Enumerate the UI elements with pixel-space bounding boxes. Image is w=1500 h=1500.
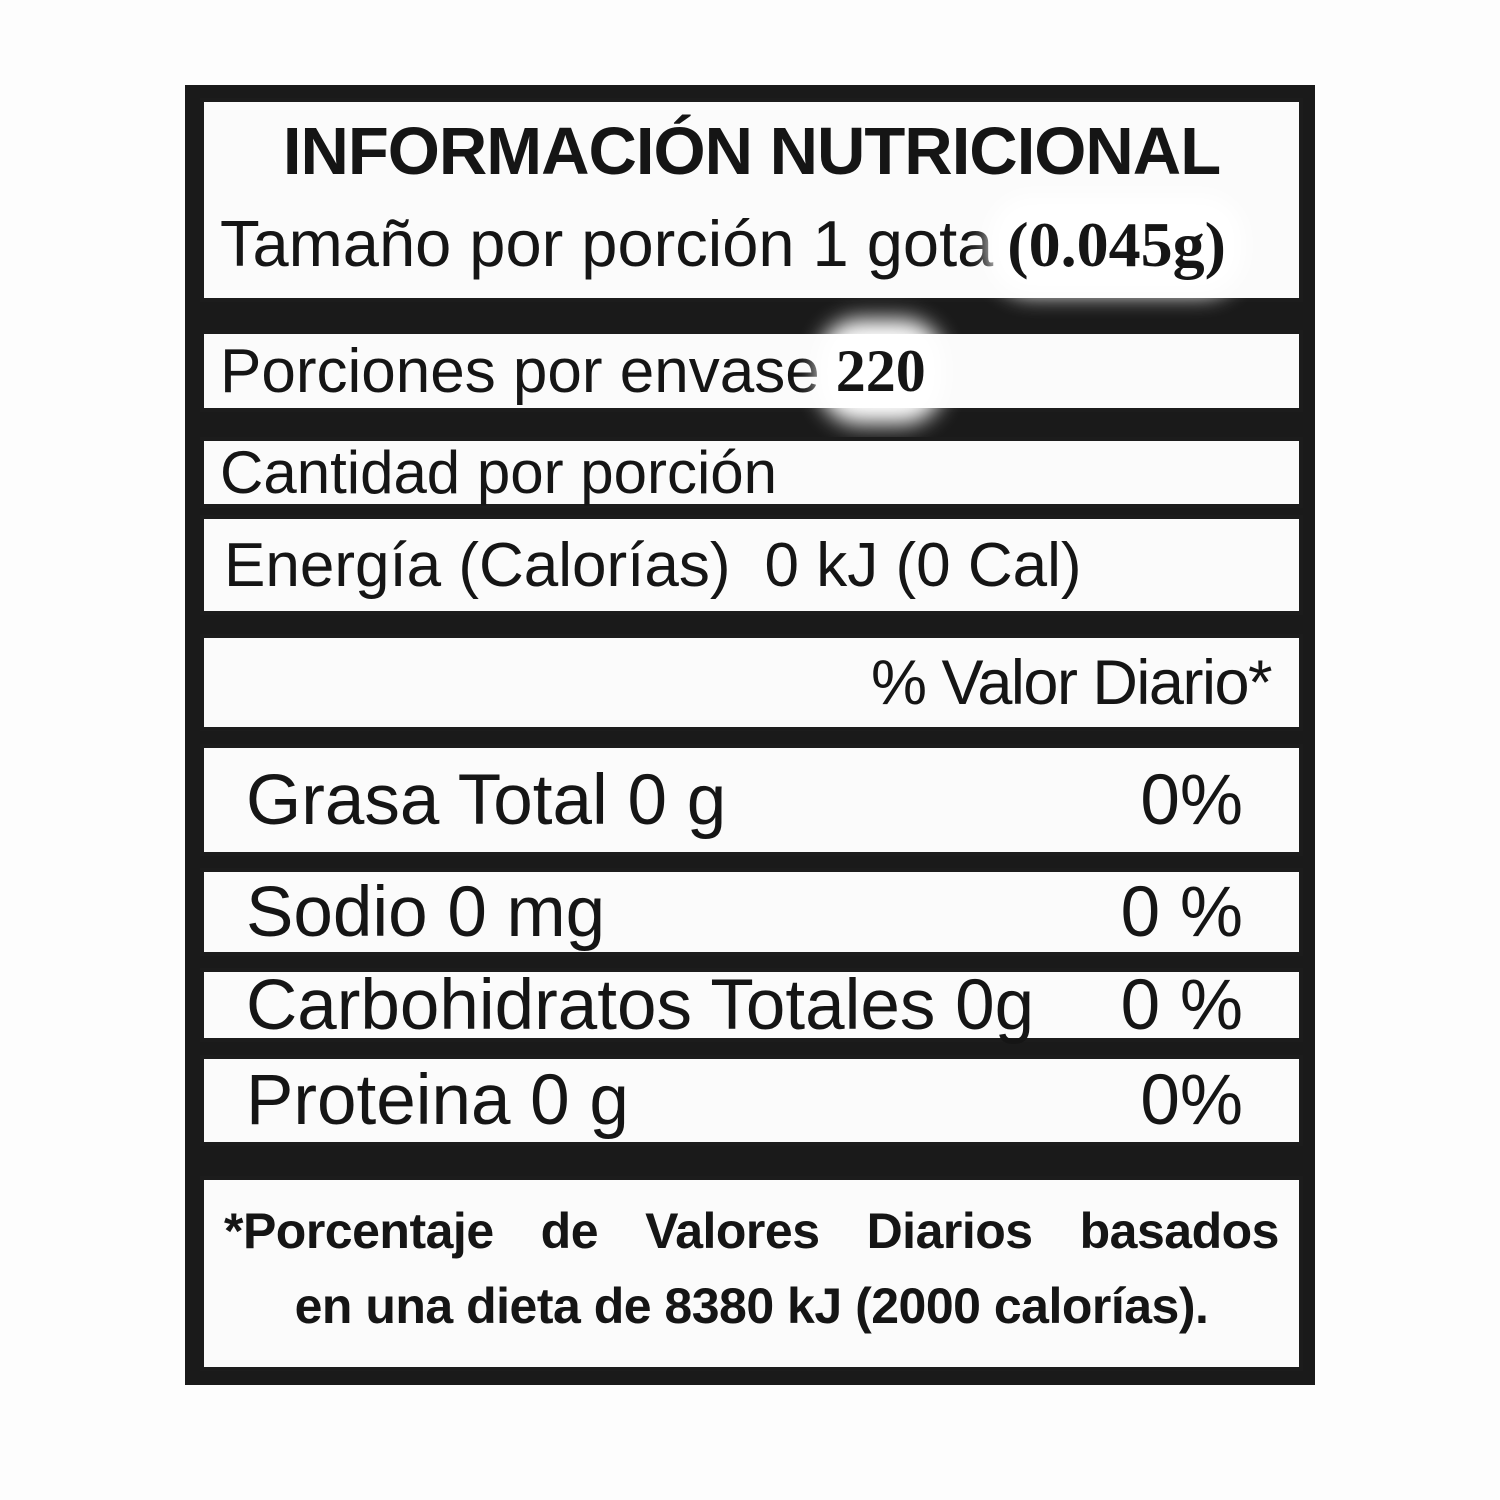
nutrient-row-total-carbohydrate: Carbohidratos Totales 0g 0 %	[200, 968, 1303, 1042]
footnote-line-1: *Porcentaje de Valores Diarios basados	[224, 1203, 1280, 1259]
nutrient-daily-value: 0%	[1140, 760, 1243, 840]
nutrient-name: Grasa Total 0 g	[246, 760, 727, 840]
daily-value-header: % Valor Diario*	[871, 647, 1272, 718]
energy-row: Energía (Calorías) 0 kJ (0 Cal)	[200, 515, 1303, 615]
nutrient-daily-value: 0%	[1140, 1061, 1243, 1140]
serving-size-value: (0.045g)	[1007, 209, 1226, 280]
nutrient-row-sodium: Sodio 0 mg 0 %	[200, 868, 1303, 956]
footnote-line-2: en una dieta de 8380 kJ (2000 calorías).	[294, 1278, 1209, 1334]
nutrient-row-protein: Proteina 0 g 0%	[200, 1055, 1303, 1146]
nutrient-daily-value: 0 %	[1120, 965, 1243, 1045]
servings-label: Porciones por envase	[220, 336, 820, 406]
energy-label: Energía (Calorías)	[224, 530, 731, 600]
footnote-box: *Porcentaje de Valores Diarios basados e…	[200, 1176, 1303, 1371]
nutrition-label: INFORMACIÓN NUTRICIONAL Tamaño por porci…	[185, 85, 1315, 1385]
serving-size-line: Tamaño por porción 1 gota (0.045g)	[204, 211, 1299, 277]
label-title: INFORMACIÓN NUTRICIONAL	[282, 114, 1221, 189]
label-header-box: INFORMACIÓN NUTRICIONAL Tamaño por porci…	[200, 98, 1303, 302]
amount-per-serving-row: Cantidad por porción	[200, 437, 1303, 508]
servings-per-container-row: Porciones por envase 220	[200, 330, 1303, 412]
nutrient-daily-value: 0 %	[1120, 872, 1243, 952]
energy-value: 0 kJ (0 Cal)	[764, 530, 1082, 600]
daily-value-header-row: % Valor Diario*	[200, 634, 1303, 731]
servings-value: 220	[835, 336, 926, 406]
serving-size-label: Tamaño por porción 1 gota	[220, 207, 994, 280]
nutrient-name: Carbohidratos Totales 0g	[246, 965, 1035, 1045]
amount-per-serving-label: Cantidad por porción	[220, 439, 778, 506]
nutrient-name: Sodio 0 mg	[246, 872, 606, 952]
nutrient-name: Proteina 0 g	[246, 1061, 629, 1140]
nutrient-row-total-fat: Grasa Total 0 g 0%	[200, 744, 1303, 856]
